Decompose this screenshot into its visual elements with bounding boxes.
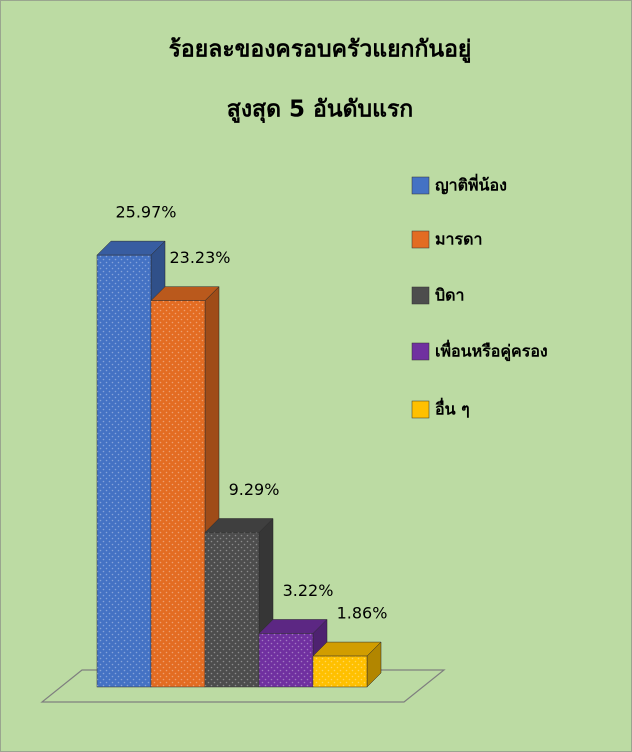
bar-texture <box>97 255 151 687</box>
data-label: 3.22% <box>283 581 334 600</box>
legend-label: เพื่อนหรือคู่ครอง <box>435 340 548 363</box>
bar-texture <box>151 300 205 687</box>
legend-label: บิดา <box>435 286 465 305</box>
legend-swatch <box>411 400 430 419</box>
data-label: 1.86% <box>337 604 388 623</box>
legend-swatch <box>411 230 430 249</box>
bar-texture <box>313 656 367 687</box>
floor <box>40 669 446 703</box>
legend-label: มารดา <box>435 230 483 249</box>
legend-label: ญาติพี่น้อง <box>435 174 507 196</box>
chart-title: ร้อยละของครอบครัวแยกกันอยู่ <box>169 37 472 64</box>
legend-label: อื่น ๆ <box>435 398 470 419</box>
legend-swatch <box>411 286 430 305</box>
bar-texture <box>259 633 313 687</box>
bar-texture <box>205 532 259 687</box>
data-label: 9.29% <box>229 480 280 499</box>
data-label: 23.23% <box>169 248 230 267</box>
data-label: 25.97% <box>115 203 176 222</box>
legend-swatch <box>411 342 430 361</box>
legend-swatch <box>411 176 430 195</box>
chart-title: สูงสุด 5 อันดับแรก <box>227 97 413 124</box>
